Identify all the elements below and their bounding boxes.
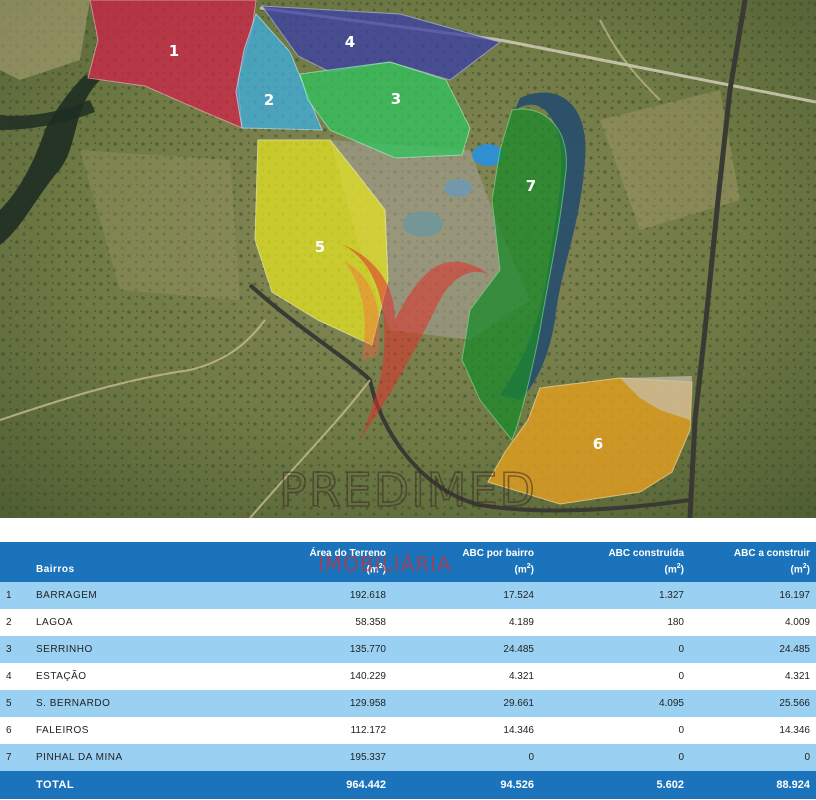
table-row: 5 S. BERNARDO 129.958 29.661 4.095 25.56… [0,690,816,717]
table-row: 1 BARRAGEM 192.618 17.524 1.327 16.197 [0,582,816,609]
row-abc-bairro: 14.346 [392,717,540,744]
total-abc-construir: 88.924 [690,771,816,799]
total-abc-bairro: 94.526 [392,771,540,799]
row-index: 3 [0,636,30,663]
village-buildings [620,376,692,420]
header-abc-bairro: ABC por bairro (m2) [392,542,540,582]
header-abc-construida: ABC construída (m2) [540,542,690,582]
zone-2-label: 2 [264,91,274,109]
row-abc-bairro: 4.189 [392,609,540,636]
row-index: 6 [0,717,30,744]
row-abc-construir: 0 [690,744,816,771]
zone-1-polygon[interactable] [87,0,257,129]
row-abc-construida: 0 [540,717,690,744]
watermark-brand-text: PREDIMED [279,463,537,517]
river [0,100,95,130]
zone-7-label: 7 [526,177,536,195]
header-bairros: Bairros [30,542,200,582]
zone-3-polygon[interactable] [299,61,471,159]
row-name: ESTAÇÃO [30,663,200,690]
zone-4-label: 4 [345,33,355,51]
header-index [0,542,30,582]
local-road [0,319,266,421]
row-index: 1 [0,582,30,609]
row-name: S. BERNARDO [30,690,200,717]
row-index: 2 [0,609,30,636]
aerial-map: 1 2 3 4 5 6 7 PREDIMED [0,0,816,518]
row-area: 129.958 [200,690,392,717]
table-total-row: TOTAL 964.442 94.526 5.602 88.924 [0,771,816,799]
field-area [80,150,240,300]
row-abc-construir: 25.566 [690,690,816,717]
row-index: 5 [0,690,30,717]
neighborhoods-table: Bairros Área do Terreno (m2) ABC por bair… [0,542,816,799]
row-area: 192.618 [200,582,392,609]
row-abc-construida: 0 [540,744,690,771]
row-abc-construir: 4.321 [690,663,816,690]
map-table-spacer [0,518,816,542]
row-abc-bairro: 29.661 [392,690,540,717]
field-area [600,90,740,230]
row-index: 4 [0,663,30,690]
zone-5-polygon[interactable] [254,139,389,346]
zone-1-label: 1 [169,42,179,60]
row-abc-construida: 0 [540,636,690,663]
table-row: 7 PINHAL DA MINA 195.337 0 0 0 [0,744,816,771]
row-abc-bairro: 0 [392,744,540,771]
row-area: 112.172 [200,717,392,744]
row-name: FALEIROS [30,717,200,744]
row-abc-construir: 16.197 [690,582,816,609]
table-row: 2 LAGOA 58.358 4.189 180 4.009 [0,609,816,636]
row-abc-bairro: 24.485 [392,636,540,663]
row-abc-construir: 14.346 [690,717,816,744]
watermark-logo-icon [330,240,490,445]
row-name: LAGOA [30,609,200,636]
row-abc-construida: 1.327 [540,582,690,609]
header-area: Área do Terreno (m2) [200,542,392,582]
local-road [249,379,371,518]
row-abc-construida: 4.095 [540,690,690,717]
zone-3-label: 3 [391,90,401,108]
zone-7-polygon[interactable] [461,108,567,441]
row-area: 135.770 [200,636,392,663]
row-name: SERRINHO [30,636,200,663]
header-abc-construir: ABC a construir (m2) [690,542,816,582]
row-abc-bairro: 4.321 [392,663,540,690]
map-canvas: 1 2 3 4 5 6 7 PREDIMED [0,0,816,518]
row-name: PINHAL DA MINA [30,744,200,771]
table-row: 4 ESTAÇÃO 140.229 4.321 0 4.321 [0,663,816,690]
row-abc-bairro: 17.524 [392,582,540,609]
total-label: TOTAL [30,771,200,799]
total-abc-construida: 5.602 [540,771,690,799]
row-area: 140.229 [200,663,392,690]
total-area: 964.442 [200,771,392,799]
field-area [0,0,90,80]
zone-6-label: 6 [593,435,603,453]
zone-5-label: 5 [315,238,325,256]
row-abc-construida: 180 [540,609,690,636]
row-name: BARRAGEM [30,582,200,609]
main-road [687,0,748,518]
pond [472,144,504,166]
local-road [599,19,661,101]
zone-2-polygon[interactable] [235,13,323,131]
main-road [248,283,691,513]
row-area: 58.358 [200,609,392,636]
row-area: 195.337 [200,744,392,771]
table-row: 6 FALEIROS 112.172 14.346 0 14.346 [0,717,816,744]
table-header-row: Bairros Área do Terreno (m2) ABC por bair… [0,542,816,582]
row-abc-construir: 24.485 [690,636,816,663]
row-index: 7 [0,744,30,771]
table-row: 3 SERRINHO 135.770 24.485 0 24.485 [0,636,816,663]
zone-4-polygon[interactable] [260,5,502,81]
row-abc-construida: 0 [540,663,690,690]
total-index [0,771,30,799]
row-abc-construir: 4.009 [690,609,816,636]
